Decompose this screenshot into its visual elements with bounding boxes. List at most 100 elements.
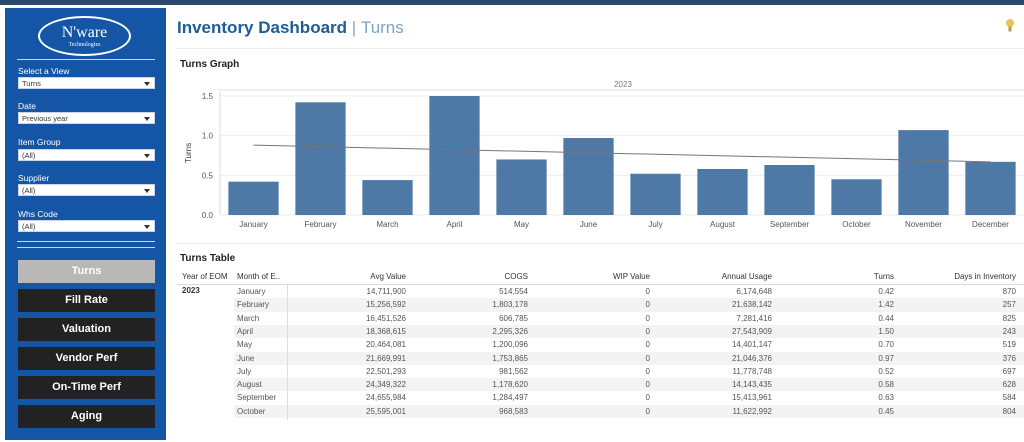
- wip-value-cell: 0: [645, 313, 650, 323]
- bar-september[interactable]: [764, 165, 815, 215]
- annual-usage-cell: 6,174,648: [736, 287, 772, 296]
- month-cell: July: [237, 366, 252, 376]
- table-row[interactable]: May 20,464,081 1,200,096 0 14,401,147 0.70 519: [234, 338, 1024, 351]
- month-cell: May: [237, 340, 253, 350]
- chevron-down-icon: [144, 225, 150, 229]
- page-subtitle: Turns: [360, 18, 404, 37]
- date-select-value: Previous year: [22, 114, 68, 123]
- nav-valuation-button[interactable]: Valuation: [18, 318, 155, 341]
- date-select[interactable]: Previous year: [18, 112, 155, 124]
- table-row[interactable]: July 22,501,293 981,562 0 11,778,748 0.52 697: [234, 365, 1024, 378]
- bar-march[interactable]: [362, 180, 413, 215]
- bar-november[interactable]: [898, 130, 949, 215]
- sidebar-divider: [17, 241, 155, 242]
- table-row[interactable]: August 24,349,322 1,178,620 0 14,143,435 0.58…: [234, 378, 1024, 392]
- nav-vendor-perf-button[interactable]: Vendor Perf: [18, 347, 155, 370]
- avg-value-cell: 24,655,984: [365, 393, 406, 403]
- view-select-value: Turns: [22, 79, 41, 88]
- page-title: Inventory Dashboard | Turns: [177, 18, 404, 38]
- turns-cell: 1.42: [878, 300, 894, 310]
- month-cell: March: [237, 313, 260, 323]
- month-cell: April: [237, 326, 254, 336]
- title-separator: |: [351, 18, 357, 37]
- table-row[interactable]: March 16,451,526 606,785 0 7,281,416 0.44 825: [234, 312, 1024, 325]
- wip-value-cell: 0: [645, 393, 650, 403]
- x-tick-label: June: [580, 220, 598, 229]
- table-row[interactable]: April 18,368,615 2,295,326 0 27,543,909 1.50 2…: [234, 324, 1024, 339]
- col-header-wip-value[interactable]: WIP Value: [612, 272, 650, 281]
- table-row[interactable]: February 15,256,592 1,803,178 0 21,638,142 1.…: [234, 298, 1024, 312]
- days-in-inventory-cell: 825: [1002, 313, 1016, 323]
- bar-august[interactable]: [697, 168, 748, 215]
- filter-label-date: Date: [18, 101, 36, 111]
- logo-main-text: N'ware: [61, 24, 108, 41]
- col-header-month[interactable]: Month of E..: [237, 272, 281, 281]
- x-tick-label: May: [514, 220, 529, 229]
- wip-value-cell: 0: [645, 380, 650, 390]
- year-cell: 2023: [182, 286, 200, 295]
- nav-fill-rate-button[interactable]: Fill Rate: [18, 289, 155, 312]
- table-row[interactable]: January 14,711,900 514,554 0 6,174,648 0.42 87…: [234, 285, 1024, 298]
- days-in-inventory-cell: 584: [1002, 393, 1016, 403]
- table-row[interactable]: June 21,669,991 1,753,865 0 21,046,376 0.97 37…: [234, 351, 1024, 365]
- col-header-annual-usage[interactable]: Annual Usage: [721, 272, 772, 281]
- col-header-avg-value[interactable]: Avg Value: [370, 272, 406, 281]
- avg-value-cell: 20,464,081: [365, 340, 406, 350]
- cogs-cell: 2,295,326: [492, 326, 528, 336]
- bar-april[interactable]: [429, 95, 480, 215]
- avg-value-cell: 15,256,592: [365, 300, 406, 310]
- avg-value-cell: 18,368,615: [365, 326, 406, 336]
- view-select[interactable]: Turns: [18, 77, 155, 89]
- days-in-inventory-cell: 257: [1002, 300, 1016, 310]
- lightbulb-icon[interactable]: [1005, 18, 1015, 34]
- table-row[interactable]: September 24,655,984 1,284,497 0 15,413,961 0…: [234, 391, 1024, 404]
- bar-february[interactable]: [295, 102, 346, 215]
- month-cell: August: [237, 380, 262, 390]
- logo-sub-text: Technologies: [68, 42, 101, 48]
- cogs-cell: 1,178,620: [492, 380, 528, 390]
- turns-cell: 0.44: [878, 313, 894, 323]
- cogs-cell: 968,583: [499, 406, 528, 416]
- table-row[interactable]: October 25,595,001 968,583 0 11,622,992 0.45 8…: [234, 404, 1024, 418]
- header-divider: [176, 48, 1024, 49]
- x-tick-label: January: [239, 220, 267, 229]
- col-header-cogs[interactable]: COGS: [504, 272, 528, 281]
- y-tick-label: 0.5: [202, 171, 214, 180]
- col-header-turns[interactable]: Turns: [873, 272, 894, 281]
- chart-title: 2023: [614, 80, 632, 89]
- month-cell: September: [237, 393, 277, 403]
- turns-cell: 0.70: [878, 340, 894, 350]
- days-in-inventory-cell: 870: [1002, 287, 1016, 296]
- bar-may[interactable]: [496, 159, 547, 215]
- bar-january[interactable]: [228, 181, 279, 215]
- bar-july[interactable]: [630, 173, 681, 215]
- filter-label-item-group: Item Group: [18, 137, 61, 147]
- supplier-select[interactable]: (All): [18, 184, 155, 196]
- month-cell: February: [237, 300, 270, 310]
- item-group-select[interactable]: (All): [18, 149, 155, 161]
- wip-value-cell: 0: [645, 340, 650, 350]
- whs-code-select-value: (All): [22, 222, 36, 231]
- annual-usage-cell: 27,543,909: [731, 326, 772, 336]
- bar-june[interactable]: [563, 138, 614, 215]
- sidebar: N'ware Technologies Select a View Turns …: [5, 8, 166, 440]
- bar-december[interactable]: [965, 161, 1016, 215]
- y-tick-label: 1.5: [202, 92, 214, 101]
- col-header-days-in-inventory[interactable]: Days in Inventory: [954, 272, 1016, 281]
- nav-on-time-perf-button[interactable]: On-Time Perf: [18, 376, 155, 399]
- sidebar-divider: [17, 247, 155, 248]
- x-tick-label: October: [842, 220, 871, 229]
- chevron-down-icon: [144, 82, 150, 86]
- supplier-select-value: (All): [22, 186, 36, 195]
- annual-usage-cell: 21,046,376: [731, 353, 772, 363]
- col-header-year[interactable]: Year of EOM: [182, 272, 228, 281]
- nav-aging-button[interactable]: Aging: [18, 405, 155, 428]
- avg-value-cell: 16,451,526: [365, 313, 406, 323]
- whs-code-select[interactable]: (All): [18, 220, 155, 232]
- nav-turns-button[interactable]: Turns: [18, 260, 155, 283]
- cogs-cell: 514,554: [499, 287, 528, 296]
- bar-october[interactable]: [831, 179, 882, 215]
- avg-value-cell: 25,595,001: [365, 406, 406, 416]
- days-in-inventory-cell: 519: [1002, 340, 1016, 350]
- trend-line[interactable]: [253, 144, 991, 163]
